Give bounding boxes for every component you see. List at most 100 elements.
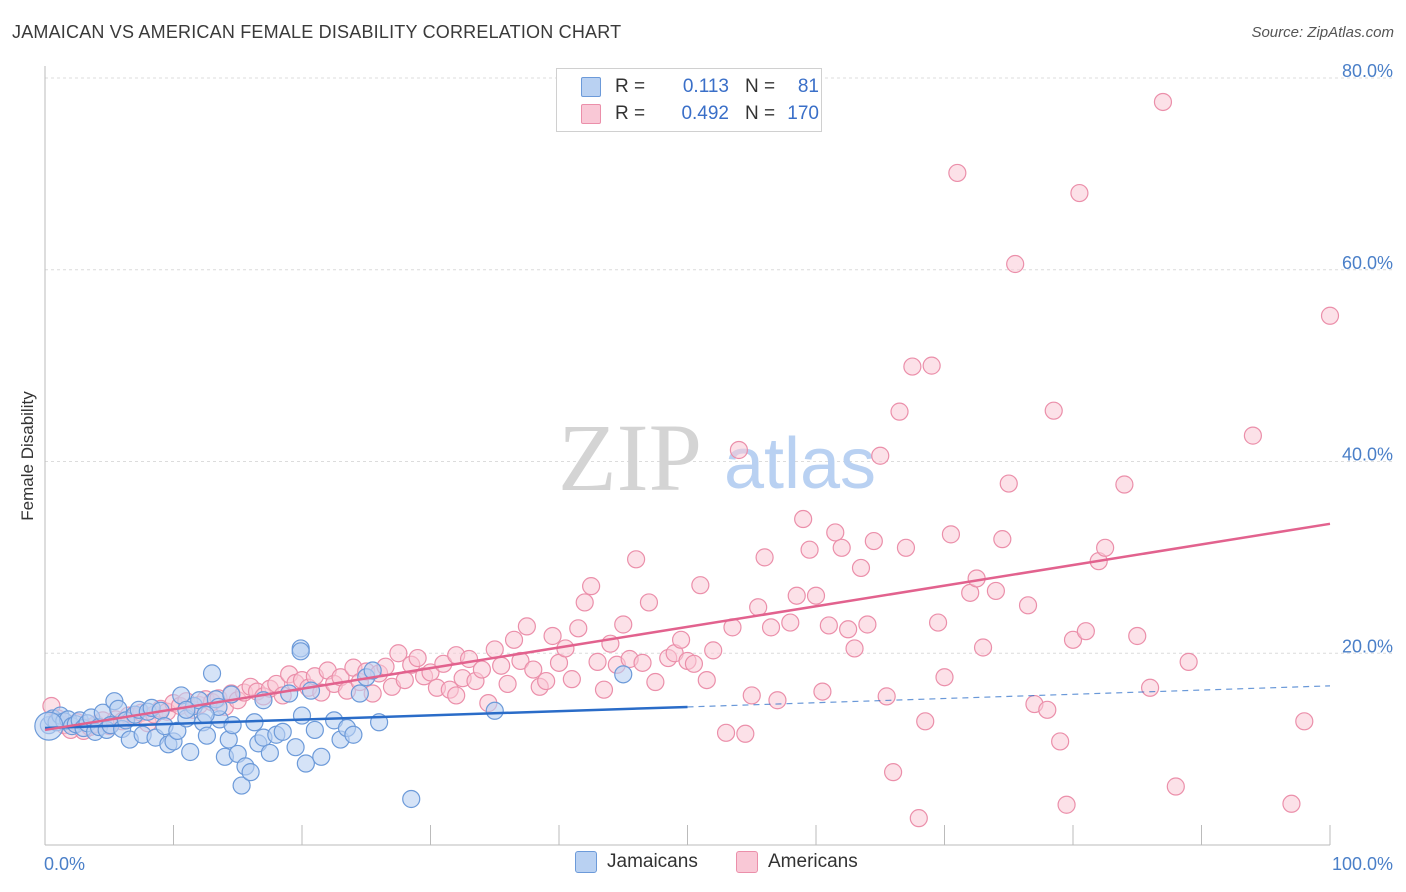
- american-point: [819, 616, 838, 635]
- american-point: [639, 593, 659, 612]
- american-point: [768, 691, 787, 710]
- jamaican-point: [292, 706, 312, 725]
- jamaican-point: [34, 711, 64, 741]
- american-point: [1320, 306, 1340, 325]
- american-point: [794, 509, 813, 529]
- jamaicans-swatch: [581, 77, 601, 97]
- american-point: [1038, 700, 1057, 719]
- r-value: 0.113: [682, 76, 729, 97]
- americans-legend-swatch: [736, 851, 758, 873]
- american-point: [826, 523, 845, 542]
- american-point: [903, 357, 922, 376]
- stats-legend: R = 0.113 N = 81 R = 0.492 N = 170: [556, 68, 822, 132]
- jamaican-point: [344, 725, 363, 744]
- american-point: [1044, 401, 1063, 420]
- jamaican-point: [291, 642, 310, 661]
- y-tick-label: 40.0%: [1342, 445, 1393, 465]
- y-tick-label: 20.0%: [1342, 636, 1393, 656]
- jamaicans-trend-line: [44, 705, 688, 730]
- americans-trend-line: [44, 522, 1331, 732]
- american-point: [883, 763, 903, 782]
- american-point: [1295, 712, 1314, 731]
- x-tick-label-min: 0.0%: [44, 854, 85, 874]
- y-axis-label: Female Disability: [18, 391, 37, 521]
- american-point: [704, 641, 723, 660]
- american-point: [697, 670, 716, 690]
- n-value: 81: [797, 76, 819, 97]
- american-point: [626, 550, 646, 569]
- american-point: [716, 723, 736, 742]
- jamaican-point: [260, 743, 279, 763]
- american-point: [1140, 678, 1160, 697]
- american-point: [922, 356, 941, 375]
- american-point: [851, 558, 871, 578]
- legend-item-americans[interactable]: Americans: [736, 851, 858, 873]
- jamaican-point: [305, 720, 324, 740]
- american-point: [671, 630, 691, 649]
- american-point: [941, 525, 961, 544]
- american-point: [569, 619, 588, 638]
- american-point: [858, 615, 877, 634]
- n-value: 170: [787, 103, 819, 124]
- american-point: [729, 440, 749, 460]
- jamaican-point: [350, 684, 369, 703]
- american-point: [1057, 795, 1076, 814]
- american-point: [928, 613, 948, 632]
- american-point: [896, 538, 916, 557]
- american-point: [1063, 630, 1083, 649]
- american-point: [806, 586, 826, 605]
- jamaican-point: [363, 661, 382, 680]
- american-point: [524, 660, 543, 679]
- jamaican-point: [485, 701, 504, 720]
- american-point: [871, 446, 890, 465]
- n-label: N =: [745, 103, 776, 124]
- american-point: [993, 530, 1012, 549]
- american-point: [845, 639, 864, 658]
- american-point: [935, 668, 954, 687]
- y-tick-label: 80.0%: [1342, 61, 1393, 81]
- americans-swatch: [581, 104, 601, 124]
- legend-item-jamaicans[interactable]: Jamaicans: [575, 851, 698, 873]
- american-point: [1243, 426, 1263, 445]
- american-point: [1282, 794, 1301, 813]
- legend-row-americans: R = 0.492 N = 170: [581, 101, 819, 127]
- source-label: Source: ZipAtlas.com: [1251, 24, 1394, 41]
- american-point: [755, 548, 774, 567]
- jamaican-point: [402, 789, 421, 809]
- jamaican-point: [197, 726, 217, 745]
- american-point: [839, 620, 858, 639]
- jamaican-point: [202, 664, 222, 683]
- americans-legend-label: Americans: [768, 851, 858, 872]
- american-point: [832, 538, 851, 557]
- american-point: [582, 577, 601, 596]
- american-point: [916, 712, 935, 731]
- jamaican-point: [296, 754, 315, 773]
- jamaican-point: [168, 721, 187, 741]
- american-point: [999, 474, 1018, 493]
- american-point: [684, 654, 704, 673]
- american-point: [890, 402, 909, 421]
- r-label: R =: [615, 103, 646, 124]
- american-point: [517, 617, 536, 636]
- american-point: [1179, 652, 1198, 671]
- american-point: [614, 615, 633, 634]
- american-point: [787, 586, 806, 605]
- american-point: [781, 613, 800, 632]
- jamaican-point: [232, 776, 251, 795]
- american-point: [575, 593, 594, 612]
- american-point: [749, 598, 768, 617]
- jamaican-point: [286, 738, 305, 757]
- american-point: [504, 630, 524, 649]
- jamaican-point: [177, 700, 196, 719]
- american-point: [1076, 622, 1095, 641]
- american-point: [562, 670, 581, 689]
- american-point: [736, 724, 755, 743]
- r-value: 0.492: [681, 103, 729, 124]
- tick-labels: 20.0% 40.0% 60.0% 80.0% 0.0% 100.0%: [44, 61, 1393, 874]
- american-point: [498, 674, 517, 694]
- jamaicans-legend-label: Jamaicans: [607, 851, 698, 872]
- american-point: [492, 656, 511, 675]
- chart-title: JAMAICAN VS AMERICAN FEMALE DISABILITY C…: [12, 22, 622, 42]
- gridlines: [45, 77, 1394, 654]
